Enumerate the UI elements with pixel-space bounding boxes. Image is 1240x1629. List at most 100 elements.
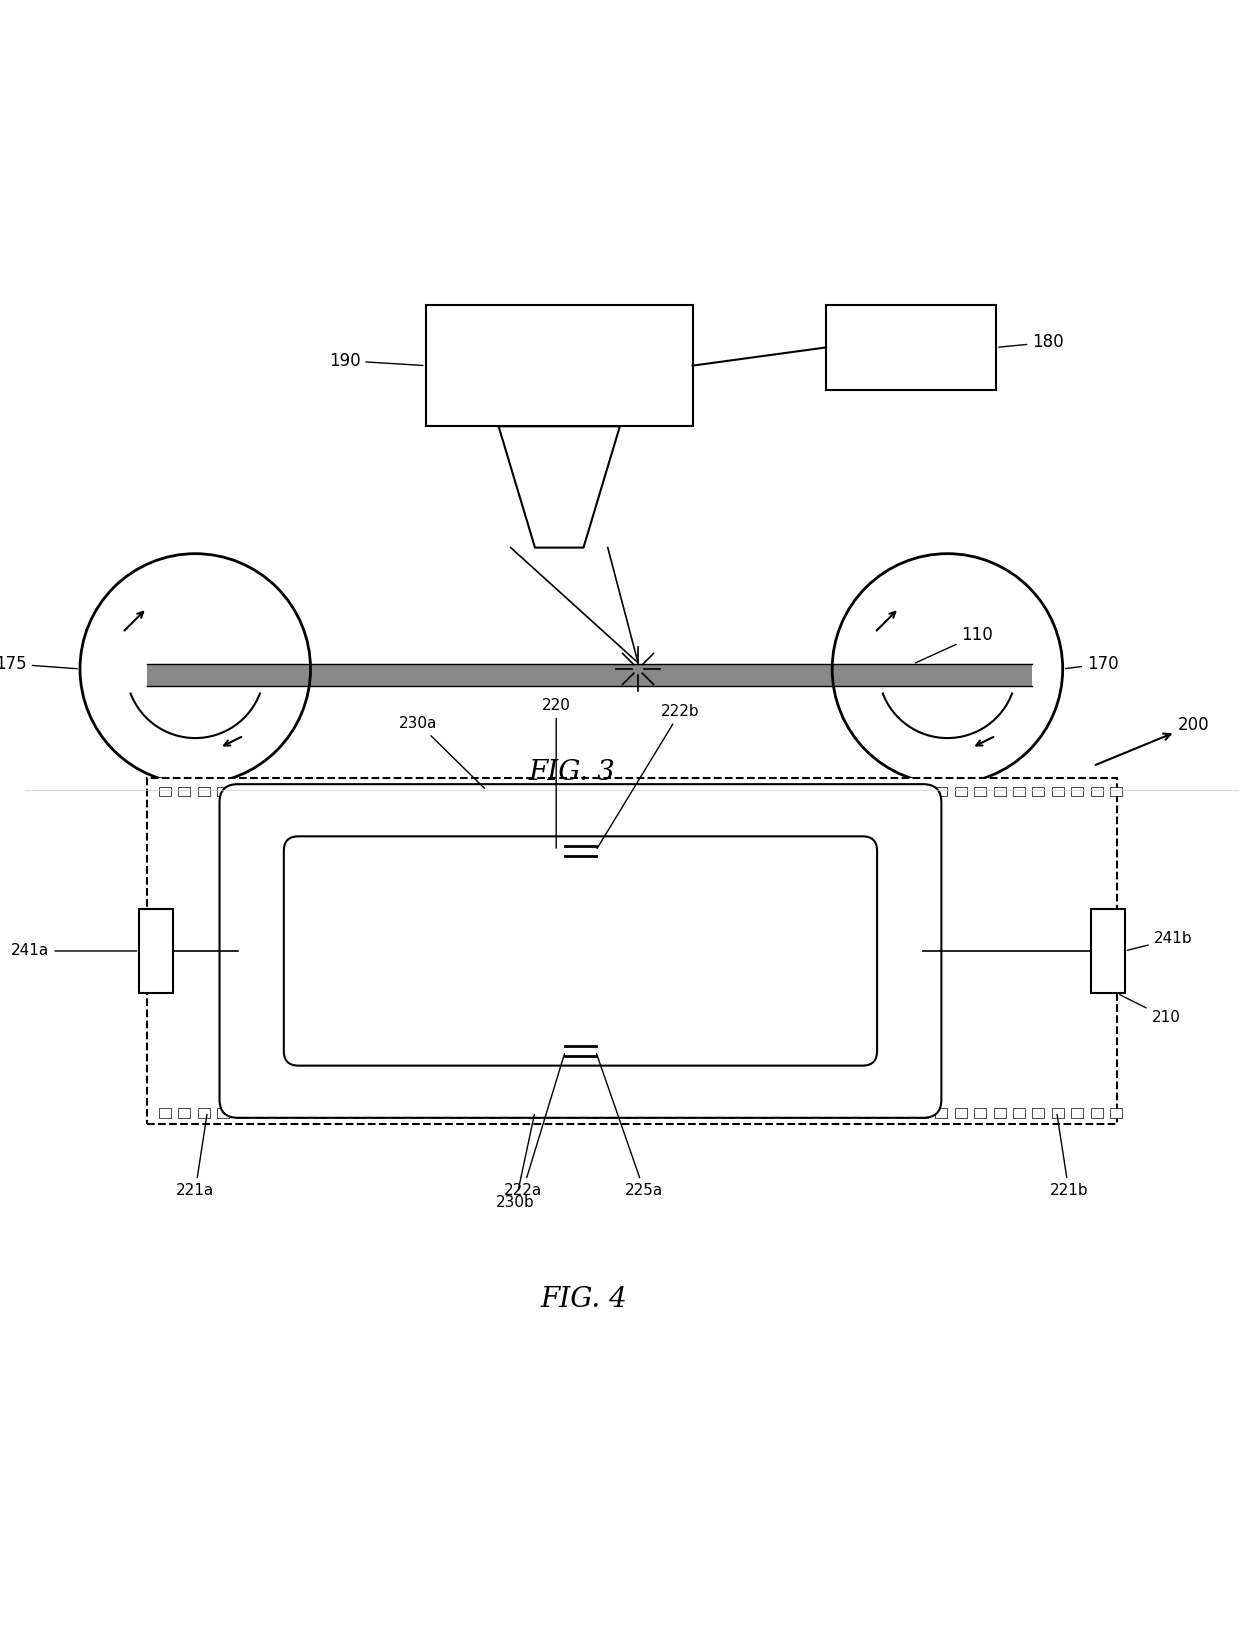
Bar [605, 787, 618, 797]
Text: 221b: 221b [1049, 1114, 1087, 1197]
Bar [935, 787, 947, 797]
Bar [722, 787, 734, 797]
FancyBboxPatch shape [146, 779, 1117, 1124]
Bar [1110, 787, 1122, 797]
Bar [450, 1108, 463, 1117]
FancyBboxPatch shape [826, 305, 996, 389]
Bar [625, 1108, 637, 1117]
Text: 220: 220 [542, 697, 570, 849]
Bar [372, 787, 384, 797]
Bar [295, 787, 306, 797]
Bar [760, 787, 773, 797]
Bar [838, 787, 851, 797]
Text: 222a: 222a [503, 1054, 564, 1197]
Bar [295, 1108, 306, 1117]
Bar [314, 787, 326, 797]
Text: 225a: 225a [596, 1054, 663, 1197]
Bar [1052, 1108, 1064, 1117]
Bar [1071, 787, 1084, 797]
Bar [237, 1108, 249, 1117]
Bar [935, 1108, 947, 1117]
Bar [489, 787, 501, 797]
Text: 230b: 230b [496, 1114, 534, 1210]
Bar [722, 1108, 734, 1117]
Bar [353, 1108, 365, 1117]
Bar [255, 1108, 268, 1117]
Bar [818, 1108, 831, 1117]
Bar [975, 1108, 986, 1117]
Text: 170: 170 [1065, 655, 1118, 673]
Bar [663, 787, 676, 797]
Text: 200: 200 [1096, 715, 1209, 766]
Bar [334, 787, 346, 797]
Bar [702, 1108, 714, 1117]
Bar [217, 787, 229, 797]
Bar [450, 787, 463, 797]
Bar [159, 787, 171, 797]
Bar [877, 787, 889, 797]
Bar [1110, 1108, 1122, 1117]
Text: FIG. 4: FIG. 4 [541, 1287, 627, 1313]
Bar [255, 787, 268, 797]
FancyBboxPatch shape [139, 909, 174, 994]
Bar [760, 1108, 773, 1117]
Bar [818, 787, 831, 797]
FancyBboxPatch shape [1091, 909, 1125, 994]
Bar [587, 1108, 598, 1117]
Bar [334, 1108, 346, 1117]
Bar [1033, 1108, 1044, 1117]
Bar [955, 1108, 967, 1117]
Text: 210: 210 [1120, 995, 1180, 1025]
Bar [567, 787, 579, 797]
Bar [470, 787, 481, 797]
Bar [567, 1108, 579, 1117]
Bar [702, 787, 714, 797]
Bar [392, 1108, 404, 1117]
Bar [508, 787, 521, 797]
Text: 180: 180 [998, 334, 1064, 352]
Bar [547, 787, 559, 797]
FancyBboxPatch shape [284, 836, 877, 1065]
Bar [430, 787, 443, 797]
Text: 175: 175 [0, 655, 77, 673]
Bar [1052, 787, 1064, 797]
Bar [528, 787, 539, 797]
Bar [412, 1108, 423, 1117]
Bar [683, 1108, 696, 1117]
Bar [644, 787, 656, 797]
Bar [1013, 787, 1025, 797]
Text: 241b: 241b [1127, 932, 1193, 950]
Bar [470, 1108, 481, 1117]
Bar [800, 1108, 811, 1117]
Bar [392, 787, 404, 797]
Bar [1091, 1108, 1102, 1117]
Bar [1071, 1108, 1084, 1117]
Bar [993, 1108, 1006, 1117]
Text: FIG. 3: FIG. 3 [528, 759, 615, 785]
Text: 190: 190 [329, 352, 423, 370]
Bar [897, 1108, 909, 1117]
Bar [275, 1108, 288, 1117]
Text: 110: 110 [915, 626, 993, 663]
Bar [159, 1108, 171, 1117]
Text: 222b: 222b [598, 704, 699, 849]
Bar [955, 787, 967, 797]
Bar [197, 1108, 210, 1117]
Bar [217, 1108, 229, 1117]
Bar [179, 787, 191, 797]
Bar [353, 787, 365, 797]
Bar [547, 1108, 559, 1117]
Text: 221a: 221a [176, 1114, 215, 1197]
Bar [838, 1108, 851, 1117]
Bar [146, 665, 1033, 686]
Bar [800, 787, 811, 797]
Bar [1033, 787, 1044, 797]
Bar [916, 787, 928, 797]
Bar [605, 1108, 618, 1117]
Bar [683, 787, 696, 797]
Bar [372, 1108, 384, 1117]
Bar [625, 787, 637, 797]
Text: 241a: 241a [11, 943, 136, 958]
Bar [858, 1108, 869, 1117]
Bar [975, 787, 986, 797]
